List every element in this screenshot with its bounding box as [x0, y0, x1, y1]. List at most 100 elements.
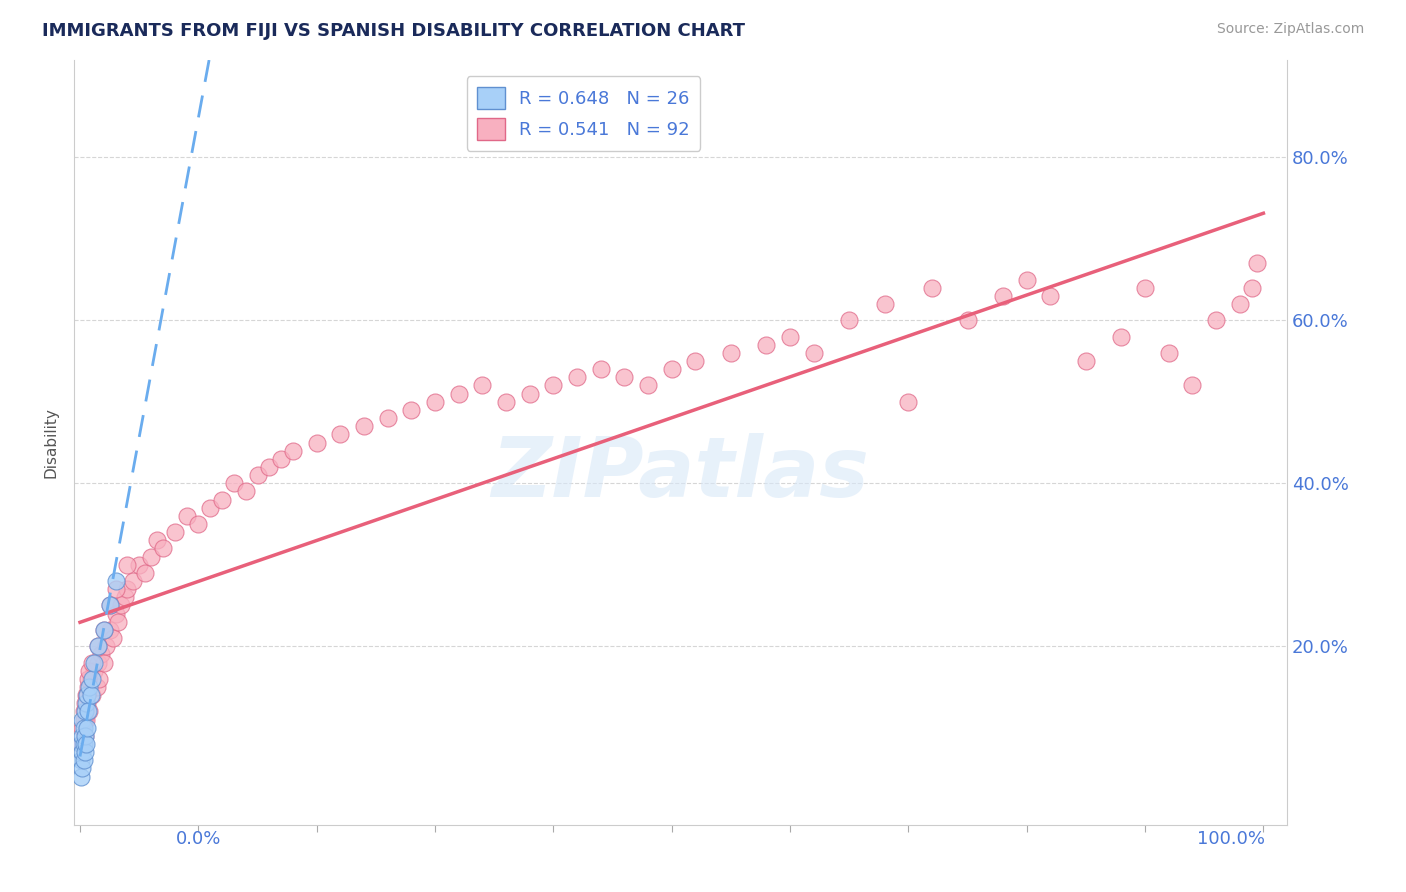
Point — [79, 680, 101, 694]
Point — [1074, 354, 1097, 368]
Point — [685, 354, 707, 368]
Point — [72, 721, 94, 735]
Point — [76, 696, 98, 710]
Point — [70, 737, 93, 751]
Point — [75, 737, 97, 751]
Point — [72, 721, 94, 735]
Point — [755, 338, 778, 352]
Point — [94, 639, 117, 653]
Point — [211, 492, 233, 507]
Point — [79, 705, 101, 719]
Point — [86, 680, 108, 694]
Point — [87, 639, 110, 653]
Point — [353, 419, 375, 434]
Point — [72, 713, 94, 727]
Point — [152, 541, 174, 556]
Point — [73, 705, 96, 719]
Point — [122, 574, 145, 588]
Point — [720, 346, 742, 360]
Point — [1246, 256, 1268, 270]
Point — [114, 591, 136, 605]
Point — [75, 713, 97, 727]
Point — [1111, 329, 1133, 343]
Point — [98, 623, 121, 637]
Point — [80, 656, 103, 670]
Legend: R = 0.648   N = 26, R = 0.541   N = 92: R = 0.648 N = 26, R = 0.541 N = 92 — [467, 77, 700, 151]
Point — [73, 696, 96, 710]
Point — [329, 427, 352, 442]
Point — [543, 378, 565, 392]
Point — [77, 705, 100, 719]
Point — [873, 297, 896, 311]
Point — [75, 688, 97, 702]
Point — [76, 688, 98, 702]
Point — [163, 525, 186, 540]
Point — [270, 451, 292, 466]
Point — [72, 745, 94, 759]
Point — [471, 378, 494, 392]
Point — [70, 737, 93, 751]
Point — [93, 623, 115, 637]
Point — [72, 753, 94, 767]
Point — [70, 753, 93, 767]
Point — [98, 599, 121, 613]
Point — [87, 672, 110, 686]
Point — [956, 313, 979, 327]
Point — [93, 623, 115, 637]
Point — [447, 386, 470, 401]
Point — [235, 484, 257, 499]
Point — [73, 729, 96, 743]
Text: ZIPatlas: ZIPatlas — [492, 433, 869, 514]
Point — [222, 476, 245, 491]
Point — [1205, 313, 1227, 327]
Point — [589, 362, 612, 376]
Point — [76, 721, 98, 735]
Point — [1240, 281, 1263, 295]
Point — [519, 386, 541, 401]
Y-axis label: Disability: Disability — [44, 407, 58, 478]
Point — [107, 615, 129, 629]
Point — [101, 631, 124, 645]
Point — [1229, 297, 1251, 311]
Point — [565, 370, 588, 384]
Point — [198, 500, 221, 515]
Point — [72, 737, 94, 751]
Point — [661, 362, 683, 376]
Point — [90, 648, 112, 662]
Point — [117, 558, 139, 572]
Point — [80, 688, 103, 702]
Point — [72, 713, 94, 727]
Point — [613, 370, 636, 384]
Point — [72, 705, 94, 719]
Point — [98, 599, 121, 613]
Point — [72, 729, 94, 743]
Point — [79, 688, 101, 702]
Point — [93, 656, 115, 670]
Point — [1039, 289, 1062, 303]
Text: 0.0%: 0.0% — [176, 830, 221, 847]
Point — [75, 696, 97, 710]
Point — [70, 770, 93, 784]
Text: Source: ZipAtlas.com: Source: ZipAtlas.com — [1216, 22, 1364, 37]
Point — [73, 745, 96, 759]
Point — [76, 688, 98, 702]
Point — [146, 533, 169, 548]
Point — [117, 582, 139, 597]
Point — [187, 516, 209, 531]
Point — [139, 549, 162, 564]
Point — [779, 329, 801, 343]
Point — [897, 394, 920, 409]
Point — [79, 672, 101, 686]
Point — [176, 508, 198, 523]
Point — [401, 403, 423, 417]
Point — [377, 411, 399, 425]
Point — [128, 558, 150, 572]
Text: 100.0%: 100.0% — [1198, 830, 1265, 847]
Point — [637, 378, 659, 392]
Point — [79, 664, 101, 678]
Point — [259, 460, 281, 475]
Point — [72, 761, 94, 775]
Point — [1015, 272, 1038, 286]
Point — [281, 443, 304, 458]
Point — [1133, 281, 1156, 295]
